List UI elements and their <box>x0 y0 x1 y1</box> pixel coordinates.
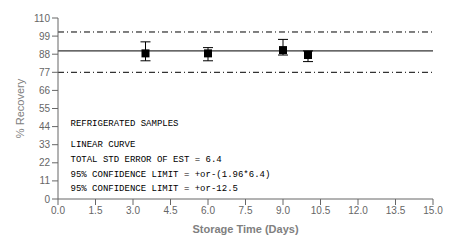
svg-text:% Recovery: % Recovery <box>14 78 26 138</box>
svg-text:10.5: 10.5 <box>311 205 331 216</box>
svg-text:Storage Time (Days): Storage Time (Days) <box>192 223 299 235</box>
svg-text:55: 55 <box>39 103 51 114</box>
svg-text:1.5: 1.5 <box>89 205 103 216</box>
svg-text:4.5: 4.5 <box>164 205 178 216</box>
svg-text:88: 88 <box>39 49 51 60</box>
svg-text:15.0: 15.0 <box>423 205 443 216</box>
svg-text:11: 11 <box>40 175 51 186</box>
svg-text:22: 22 <box>39 157 51 168</box>
svg-text:33: 33 <box>39 139 51 150</box>
svg-text:110: 110 <box>34 13 50 24</box>
svg-text:9.0: 9.0 <box>276 205 290 216</box>
svg-text:77: 77 <box>39 67 51 78</box>
svg-text:95% CONFIDENCE LIMIT = +or-(1.: 95% CONFIDENCE LIMIT = +or-(1.96*6.4) <box>71 170 271 180</box>
svg-text:3.0: 3.0 <box>126 205 140 216</box>
svg-text:0.0: 0.0 <box>51 205 65 216</box>
svg-text:LINEAR CURVE: LINEAR CURVE <box>71 140 136 150</box>
svg-text:99: 99 <box>39 31 51 42</box>
svg-text:REFRIGERATED SAMPLES: REFRIGERATED SAMPLES <box>71 119 179 129</box>
svg-text:12.0: 12.0 <box>348 205 368 216</box>
svg-text:13.5: 13.5 <box>386 205 406 216</box>
svg-text:95% CONFIDENCE LIMIT = +or-12.: 95% CONFIDENCE LIMIT = +or-12.5 <box>71 184 238 194</box>
svg-text:7.5: 7.5 <box>239 205 253 216</box>
svg-text:66: 66 <box>39 85 51 96</box>
svg-text:0: 0 <box>44 194 50 205</box>
svg-text:6.0: 6.0 <box>201 205 215 216</box>
svg-text:44: 44 <box>39 121 51 132</box>
svg-text:TOTAL STD ERROR OF EST = 6.4: TOTAL STD ERROR OF EST = 6.4 <box>71 155 222 165</box>
